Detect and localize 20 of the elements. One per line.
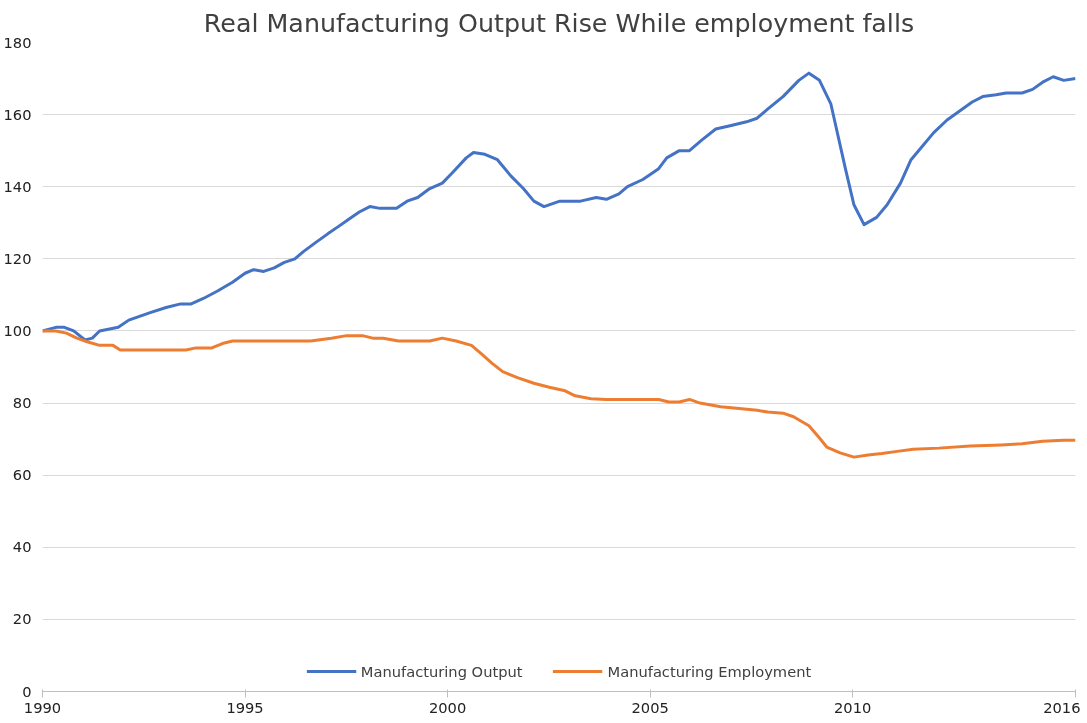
legend-label: Manufacturing Output [360,662,523,680]
x-tick-label: 1995 [226,698,264,716]
x-tick-label: 1990 [23,698,62,716]
chart-title: Real Manufacturing Output Rise While employment falls [203,7,915,38]
y-tick-label: 120 [3,249,32,267]
y-tick-label: 80 [12,394,32,412]
y-tick-label: 60 [12,466,32,484]
y-tick-label: 140 [3,177,32,195]
y-tick-label: 100 [3,321,32,339]
y-tick-label: 20 [12,610,32,628]
y-tick-label: 0 [22,682,32,700]
y-tick-label: 40 [12,538,32,556]
x-tick-label: 2016 [1043,698,1081,716]
line-series [42,329,1076,459]
x-tick-label: 2010 [834,698,872,716]
legend-label: Manufacturing Employment [607,662,812,680]
x-tick-label: 2005 [631,698,669,716]
y-tick-label: 160 [3,105,32,123]
y-tick-label: 180 [3,33,32,51]
x-tick-label: 2000 [428,698,467,716]
